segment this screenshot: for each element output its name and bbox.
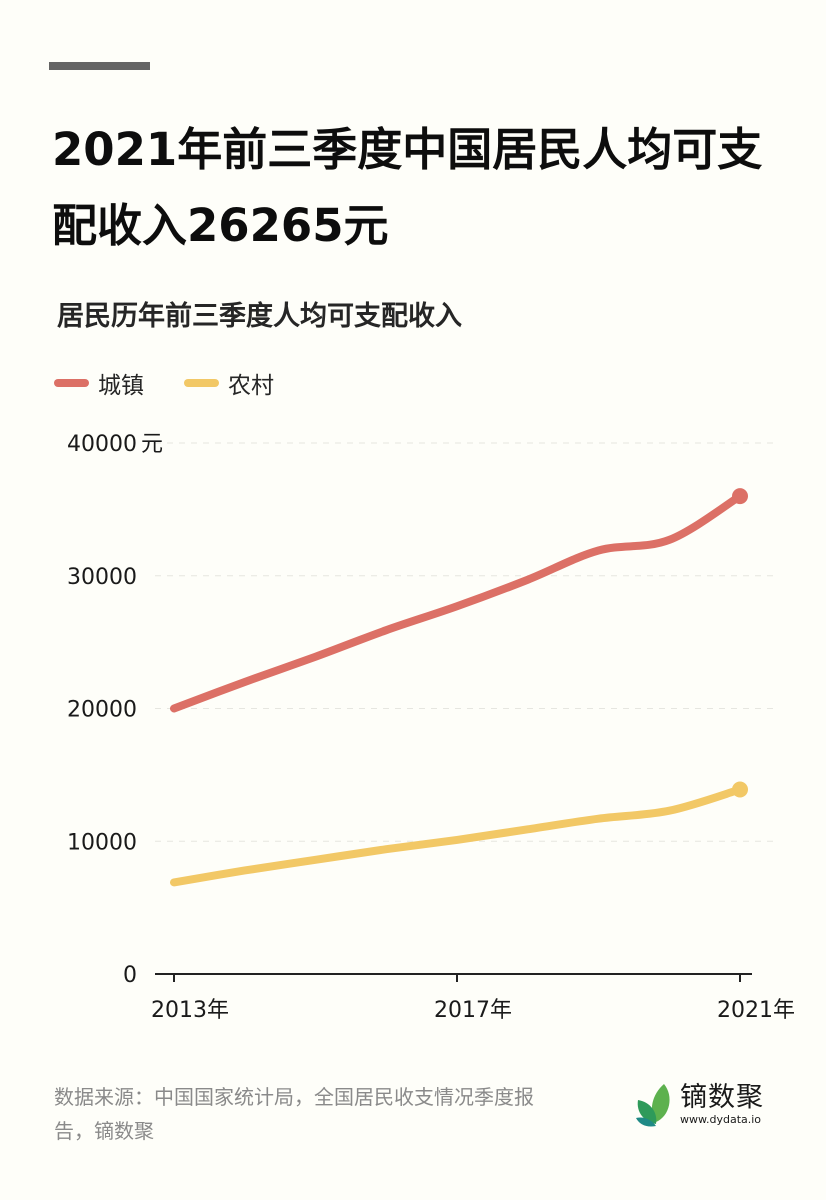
y-tick-label: 10000 — [67, 830, 137, 855]
chart-legend: 城镇 农村 — [54, 366, 314, 400]
y-axis-ticks: 0 10000 20000 30000 40000 元 — [67, 432, 163, 988]
y-tick-label: 0 — [123, 963, 137, 988]
data-series — [170, 488, 748, 887]
brand-logo: 镝数聚 www.dydata.io — [634, 1082, 764, 1128]
rural-income-line — [170, 785, 744, 887]
urban-income-line — [170, 492, 744, 713]
legend-swatch-rural — [184, 379, 219, 387]
legend-label-rural: 农村 — [228, 373, 274, 399]
x-tick-label: 2017年 — [434, 998, 512, 1023]
leaf-logo-icon — [636, 1084, 670, 1127]
legend-label-urban: 城镇 — [98, 373, 144, 399]
brand-name: 镝数聚 — [680, 1082, 764, 1113]
data-source-note: 数据来源：中国国家统计局，全国居民收支情况季度报告，镝数聚 — [54, 1085, 534, 1143]
legend-swatch-urban — [54, 379, 89, 387]
rural-end-marker — [732, 781, 748, 798]
urban-end-marker — [732, 488, 748, 505]
page-title: 2021年前三季度中国居民人均可支配收入26265元 — [52, 123, 763, 252]
line-chart: 0 10000 20000 30000 40000 元 2013年 2017年 2021年 — [67, 432, 795, 1023]
decorative-top-bar — [49, 62, 150, 70]
legend-item-urban: 城镇 — [54, 366, 144, 400]
x-tick-label: 2021年 — [717, 998, 795, 1023]
legend-item-rural: 农村 — [184, 366, 274, 400]
x-axis-ticks: 2013年 2017年 2021年 — [151, 974, 795, 1023]
x-tick-label: 2013年 — [151, 998, 229, 1023]
y-tick-label: 40000 — [67, 432, 137, 457]
y-unit-label: 元 — [141, 432, 163, 457]
y-tick-label: 30000 — [67, 565, 137, 590]
gridlines — [155, 442, 775, 842]
y-tick-label: 20000 — [67, 698, 137, 723]
chart-title: 居民历年前三季度人均可支配收入 — [57, 301, 462, 332]
brand-url: www.dydata.io — [680, 1113, 762, 1126]
